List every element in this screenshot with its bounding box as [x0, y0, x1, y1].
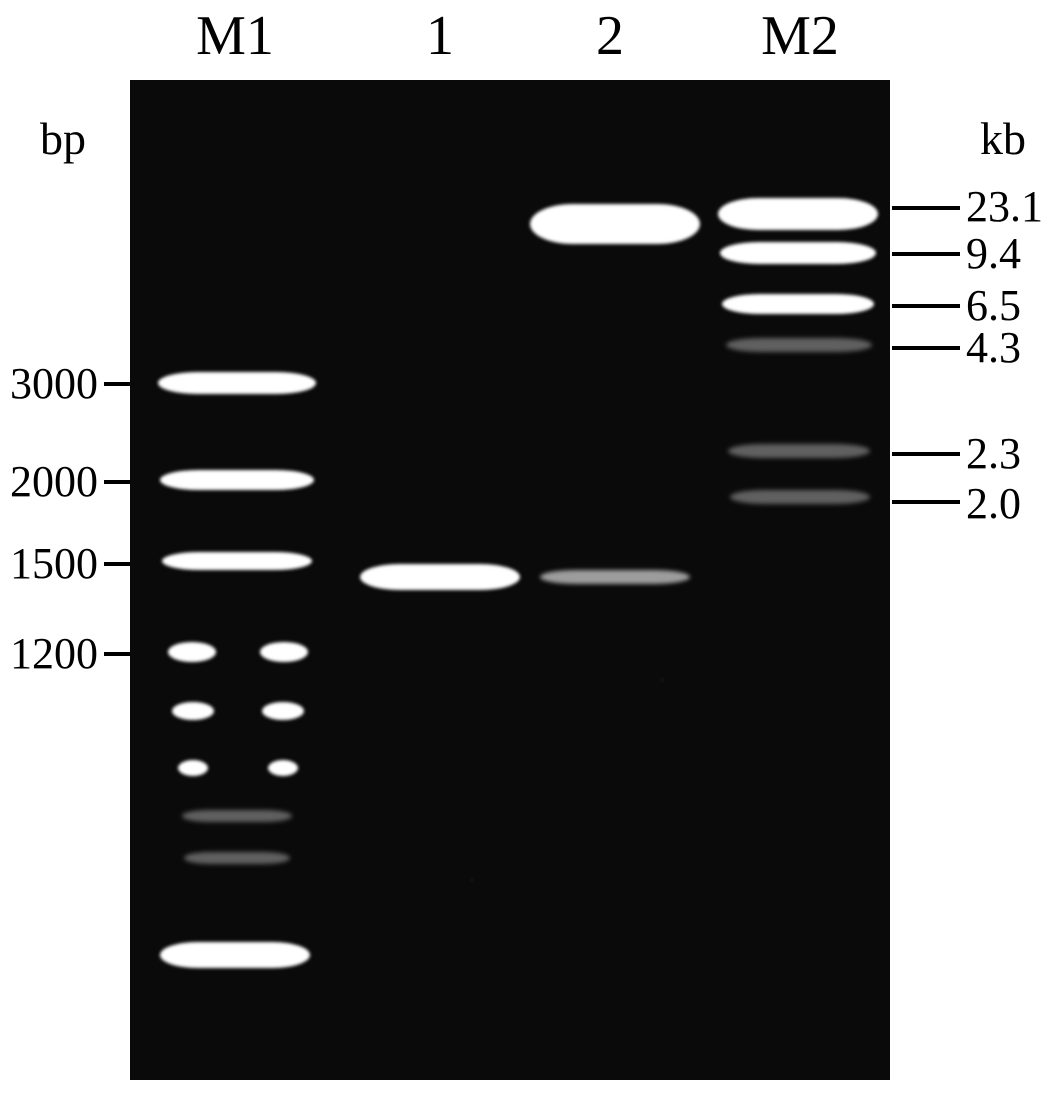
- band-m1-1000-r: [262, 702, 304, 720]
- band-m2-4-3: [726, 338, 872, 352]
- unit-label-bp: bp: [40, 112, 86, 165]
- tick-right-4-3: [892, 346, 960, 350]
- band-m1-bottom: [160, 942, 310, 968]
- lane-header-m1: M1: [175, 4, 295, 68]
- band-m2-9-4: [720, 242, 876, 264]
- tick-left-1500: [104, 562, 130, 566]
- band-m1-700: [184, 852, 290, 864]
- gel-image: [130, 80, 890, 1080]
- band-l2-top: [530, 204, 700, 244]
- band-l2-1450: [540, 570, 690, 584]
- band-m2-2-0: [730, 490, 870, 504]
- band-m1-1000-l: [172, 702, 214, 720]
- band-m1-800: [182, 810, 292, 822]
- band-m2-6-5: [722, 294, 874, 314]
- tick-right-2-0: [892, 500, 960, 504]
- left-ladder-1200: 1200: [0, 628, 98, 679]
- tick-right-2-3: [892, 452, 960, 456]
- band-m1-900-l: [178, 760, 208, 776]
- left-ladder-2000: 2000: [0, 456, 98, 507]
- band-m1-1500: [162, 552, 312, 570]
- right-ladder-2-0: 2.0: [966, 478, 1021, 529]
- band-m1-900-r: [268, 760, 298, 776]
- right-ladder-9-4: 9.4: [966, 228, 1021, 279]
- tick-left-2000: [104, 480, 130, 484]
- right-ladder-4-3: 4.3: [966, 322, 1021, 373]
- band-m1-2000: [160, 470, 314, 490]
- left-ladder-3000: 3000: [0, 358, 98, 409]
- tick-right-6-5: [892, 304, 960, 308]
- tick-right-23-1: [892, 206, 960, 210]
- unit-label-kb: kb: [980, 112, 1026, 165]
- tick-left-3000: [104, 382, 130, 386]
- figure-container: M1 1 2 M2 bp kb 3000 2000 1500 1200 23.1…: [0, 0, 1049, 1093]
- tick-right-9-4: [892, 252, 960, 256]
- band-m1-3000: [158, 372, 316, 394]
- band-m2-2-3: [728, 444, 870, 458]
- right-ladder-2-3: 2.3: [966, 428, 1021, 479]
- right-ladder-23-1: 23.1: [966, 181, 1043, 232]
- band-m2-23-1: [718, 198, 878, 230]
- band-l1-1450: [360, 564, 520, 590]
- left-ladder-1500: 1500: [0, 538, 98, 589]
- lane-header-m2: M2: [740, 4, 860, 68]
- lane-header-2: 2: [570, 4, 650, 68]
- band-m1-1200-r: [260, 642, 308, 662]
- tick-left-1200: [104, 652, 130, 656]
- band-m1-1200-l: [168, 642, 216, 662]
- lane-header-1: 1: [400, 4, 480, 68]
